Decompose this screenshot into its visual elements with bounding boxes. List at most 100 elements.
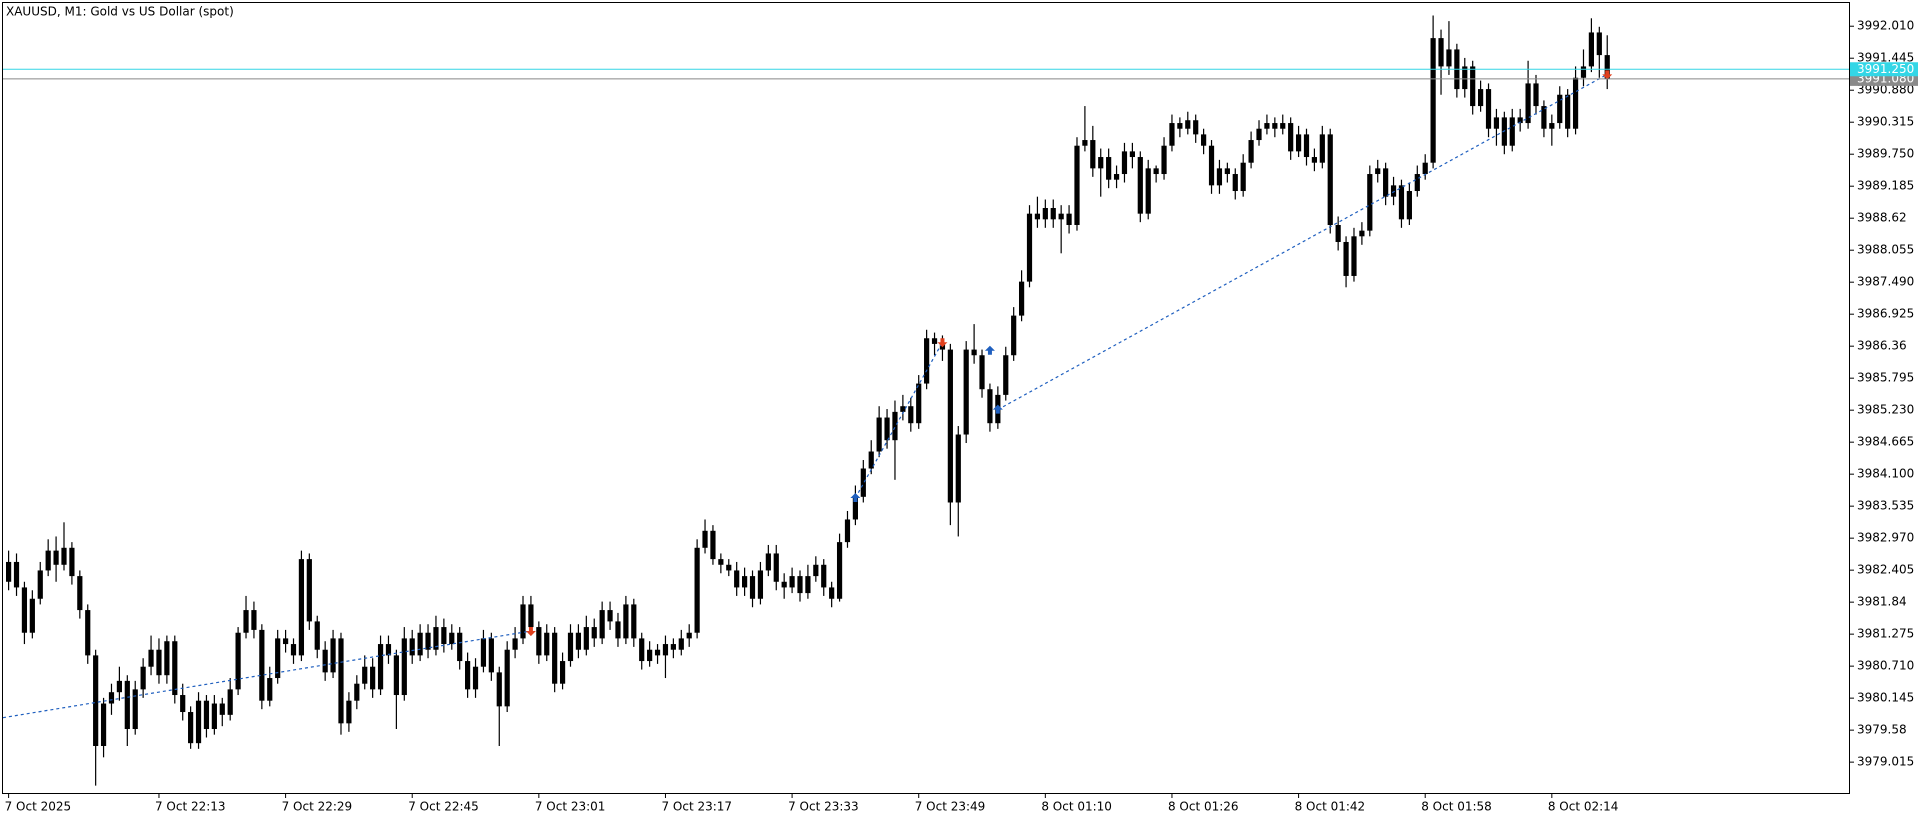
y-tick-label: 3984.100 xyxy=(1857,467,1914,481)
candle-body xyxy=(354,683,360,701)
y-tick-label: 3987.490 xyxy=(1857,275,1914,289)
candle-body xyxy=(1208,145,1215,186)
y-tick-label: 3990.880 xyxy=(1857,83,1914,97)
candle-body xyxy=(195,700,202,744)
candle-body xyxy=(876,417,882,452)
y-tick-label: 3984.665 xyxy=(1857,435,1914,449)
candle-body xyxy=(85,610,91,656)
x-tick-label: 7 Oct 23:17 xyxy=(661,800,732,814)
candle-body xyxy=(1311,157,1318,163)
candle-body xyxy=(243,610,249,633)
candle-body xyxy=(575,632,582,650)
x-tick-label: 8 Oct 01:58 xyxy=(1421,800,1492,814)
candle-body xyxy=(987,389,993,424)
candle-body xyxy=(757,570,764,599)
candle-body xyxy=(314,621,320,650)
candle-body xyxy=(694,547,700,633)
candle-body xyxy=(1256,128,1262,141)
candle-body xyxy=(900,406,906,412)
candle-body xyxy=(409,638,415,656)
candle-body xyxy=(53,550,59,565)
x-tick-label: 7 Oct 22:29 xyxy=(282,800,353,814)
candle-body xyxy=(362,666,368,684)
candle-body xyxy=(860,468,866,497)
candle-body xyxy=(290,644,297,656)
candle-body xyxy=(235,632,241,690)
y-tick-label: 3985.795 xyxy=(1857,371,1914,385)
candle-body xyxy=(417,632,423,656)
candle-body xyxy=(1493,117,1500,129)
y-tick-label: 3989.750 xyxy=(1857,147,1914,161)
candle-body xyxy=(211,703,217,730)
candle-body xyxy=(1303,134,1310,158)
trade-line xyxy=(2,630,532,719)
candle-body xyxy=(1098,157,1104,169)
sell-marker xyxy=(1602,70,1613,80)
candle-body xyxy=(1288,123,1294,152)
candle-body xyxy=(963,349,969,435)
candle-body xyxy=(1533,83,1539,107)
candle-body xyxy=(591,627,597,639)
candle-body xyxy=(377,644,384,690)
sell-marker xyxy=(525,627,536,637)
candle-body xyxy=(61,547,67,565)
candle-body xyxy=(1034,213,1041,220)
candle-body xyxy=(631,604,637,639)
candle-body xyxy=(742,576,748,588)
candle-body xyxy=(1232,174,1238,192)
candle-body xyxy=(449,632,455,645)
candle-body xyxy=(1074,145,1080,225)
candle-body xyxy=(465,661,471,690)
candle-body xyxy=(156,649,162,676)
candle-body xyxy=(219,703,225,715)
x-tick-label: 8 Oct 02:14 xyxy=(1548,800,1619,814)
candle-body xyxy=(322,649,328,673)
candle-body xyxy=(6,561,12,582)
y-tick-label: 3981.84 xyxy=(1857,595,1907,609)
y-tick-label: 3992.010 xyxy=(1857,19,1914,33)
candle-body xyxy=(536,627,542,656)
x-tick-label: 7 Oct 22:45 xyxy=(408,800,479,814)
candle-body xyxy=(1446,49,1452,67)
candle-body xyxy=(552,632,558,684)
x-tick-label: 7 Oct 23:49 xyxy=(915,800,986,814)
candle-body xyxy=(924,338,930,384)
candle-body xyxy=(1272,123,1278,129)
y-tick-label: 3986.36 xyxy=(1857,339,1907,353)
candle-body xyxy=(955,434,961,503)
y-tick-label: 3981.275 xyxy=(1857,627,1914,641)
x-tick-label: 8 Oct 01:26 xyxy=(1168,800,1239,814)
candle-body xyxy=(1367,174,1373,231)
candle-body xyxy=(496,672,502,707)
candle-body xyxy=(164,641,170,676)
candle-body xyxy=(1517,117,1523,124)
candle-body xyxy=(172,641,178,696)
y-tick-label: 3985.230 xyxy=(1857,403,1914,417)
candle-body xyxy=(1343,241,1349,276)
candle-body xyxy=(425,632,431,650)
candle-body xyxy=(821,564,827,588)
candle-body xyxy=(567,632,574,662)
candle-body xyxy=(749,576,756,599)
candle-body xyxy=(512,638,518,650)
candle-body xyxy=(520,604,526,639)
candle-body xyxy=(1161,145,1167,175)
candle-body xyxy=(1565,94,1571,129)
buy-marker xyxy=(992,404,1003,414)
candle-body xyxy=(77,576,83,611)
candle-body xyxy=(662,644,669,656)
candle-body xyxy=(868,451,874,469)
candle-body xyxy=(69,547,75,577)
trade-line xyxy=(997,73,1608,411)
x-tick-label: 7 Oct 23:01 xyxy=(535,800,606,814)
candle-body xyxy=(1058,213,1064,220)
candle-body xyxy=(623,604,629,639)
candle-body xyxy=(1106,157,1112,180)
buy-marker xyxy=(850,492,861,502)
candle-body xyxy=(1129,151,1135,158)
candle-body xyxy=(1082,140,1088,146)
candle-body xyxy=(654,649,661,656)
candle-body xyxy=(1185,120,1191,129)
